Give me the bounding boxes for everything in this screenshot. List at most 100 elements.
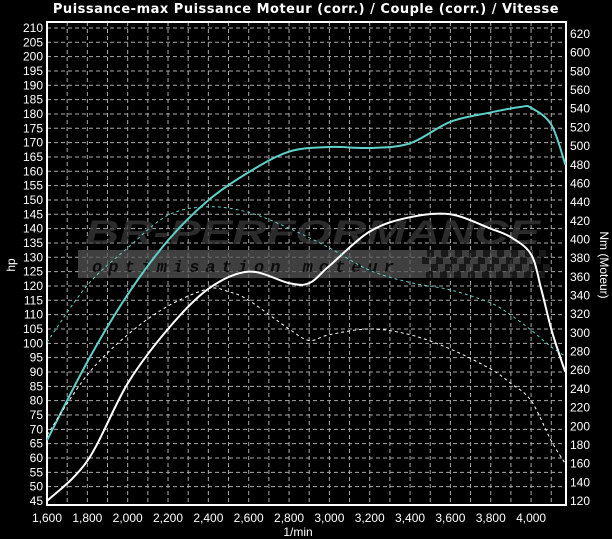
y-right-tick-label: 580 — [570, 64, 590, 78]
series-line-4 — [46, 287, 566, 464]
checker-square — [496, 271, 503, 278]
checker-square — [538, 271, 545, 278]
checker-square — [450, 257, 457, 264]
x-tick-label: 3,400 — [395, 511, 425, 525]
checker-square — [529, 264, 536, 271]
series-line-2 — [46, 212, 567, 502]
y-right-tick-label: 480 — [570, 158, 590, 172]
y-left-tick-label: 145 — [23, 207, 43, 221]
chart-title: Puissance-max Puissance Moteur (corr.) /… — [53, 2, 559, 17]
y-left-tick-label: 130 — [23, 250, 43, 264]
y-right-tick-label: 620 — [570, 27, 590, 41]
y-left-tick-label: 50 — [30, 480, 44, 494]
y-right-tick-label: 120 — [570, 494, 590, 508]
y-right-tick-label: 500 — [570, 139, 590, 153]
y-right-tick-label: 280 — [570, 345, 590, 359]
y-left-tick-label: 110 — [24, 308, 43, 322]
series-group — [46, 104, 567, 502]
checker-square — [483, 250, 490, 257]
y-right-tick-label: 160 — [570, 457, 590, 471]
y-left-tick-label: 80 — [30, 394, 44, 408]
x-tick-label: 3,000 — [314, 511, 344, 525]
checker-square — [455, 250, 462, 257]
checker-square — [473, 264, 480, 271]
y-left-tick-label: 120 — [23, 279, 43, 293]
x-tick-label: 4,000 — [516, 511, 546, 525]
checker-square — [441, 250, 448, 257]
y-left-tick-label: 105 — [23, 322, 43, 336]
checker-square — [525, 250, 532, 257]
y-right-tick-label: 340 — [570, 289, 590, 303]
y-left-tick-label: 195 — [23, 64, 43, 78]
checker-square — [482, 271, 489, 278]
x-tick-label: 1,800 — [72, 511, 102, 525]
checker-square — [506, 257, 513, 264]
x-tick-label: 3,600 — [435, 511, 465, 525]
series-line-3 — [46, 206, 566, 357]
br-performance-logo: BR-PERFORMANCE optimisation moteur — [78, 214, 550, 278]
checker-square — [520, 257, 527, 264]
x-tick-label: 3,200 — [355, 511, 385, 525]
y-right-tick-label: 380 — [570, 251, 590, 265]
checker-square — [422, 257, 429, 264]
checker-square — [468, 271, 475, 278]
y-axis-right-label: Nm (Moteur) — [597, 231, 611, 298]
y-left-tick-label: 190 — [23, 78, 43, 92]
checker-square — [454, 271, 461, 278]
y-right-tick-label: 220 — [570, 401, 590, 415]
y-left-tick-label: 150 — [23, 193, 43, 207]
svg-text:optimisation moteur: optimisation moteur — [92, 259, 400, 278]
x-tick-label: 2,800 — [274, 511, 304, 525]
y-left-tick-label: 100 — [23, 336, 43, 350]
x-tick-label: 2,200 — [153, 511, 183, 525]
plot-border — [46, 21, 567, 506]
checker-square — [436, 257, 443, 264]
y-axis-left-label: hp — [4, 258, 18, 272]
y-left-tick-label: 200 — [23, 50, 43, 64]
checker-square — [534, 257, 541, 264]
y-left-tick-label: 115 — [24, 293, 43, 307]
y-right-tick-label: 300 — [570, 326, 590, 340]
checker-square — [511, 250, 518, 257]
y-left-tick-label: 75 — [30, 408, 44, 422]
y-right-tick-label: 560 — [570, 83, 590, 97]
y-left-tick-label: 55 — [30, 465, 44, 479]
y-left-tick-label: 65 — [30, 437, 44, 451]
series-line-1 — [46, 104, 567, 441]
y-left-tick-label: 175 — [23, 121, 43, 135]
x-tick-label: 2,400 — [193, 511, 223, 525]
y-right-tick-label: 260 — [570, 363, 590, 377]
checker-square — [524, 271, 531, 278]
y-left-tick-label: 210 — [23, 21, 43, 35]
y-right-tick-label: 320 — [570, 307, 590, 321]
checker-square — [427, 250, 434, 257]
x-tick-label: 2,000 — [113, 511, 143, 525]
checker-square — [510, 271, 517, 278]
y-left-tick-label: 155 — [23, 179, 43, 193]
checker-square — [469, 250, 476, 257]
y-right-tick-label: 180 — [570, 438, 590, 452]
checker-square — [492, 257, 499, 264]
y-right-tick-label: 600 — [570, 46, 590, 60]
checker-square — [539, 250, 546, 257]
checker-square — [431, 264, 438, 271]
checker-square — [501, 264, 508, 271]
checker-square — [426, 271, 433, 278]
y-right-tick-label: 520 — [570, 120, 590, 134]
y-left-tick-label: 160 — [23, 164, 43, 178]
checker-square — [445, 264, 452, 271]
checker-square — [487, 264, 494, 271]
checker-square — [515, 264, 522, 271]
y-left-tick-label: 180 — [23, 107, 43, 121]
y-left-tick-label: 205 — [23, 35, 43, 49]
axes: 4550556065707580859095100105110115120125… — [23, 21, 590, 525]
y-left-tick-label: 170 — [23, 136, 43, 150]
x-axis-label: 1/min — [283, 525, 312, 539]
y-left-tick-label: 85 — [30, 379, 44, 393]
y-left-tick-label: 165 — [23, 150, 43, 164]
y-right-tick-label: 200 — [570, 419, 590, 433]
x-tick-label: 2,600 — [234, 511, 264, 525]
checker-square — [459, 264, 466, 271]
y-right-tick-label: 420 — [570, 214, 590, 228]
y-left-tick-label: 60 — [30, 451, 44, 465]
